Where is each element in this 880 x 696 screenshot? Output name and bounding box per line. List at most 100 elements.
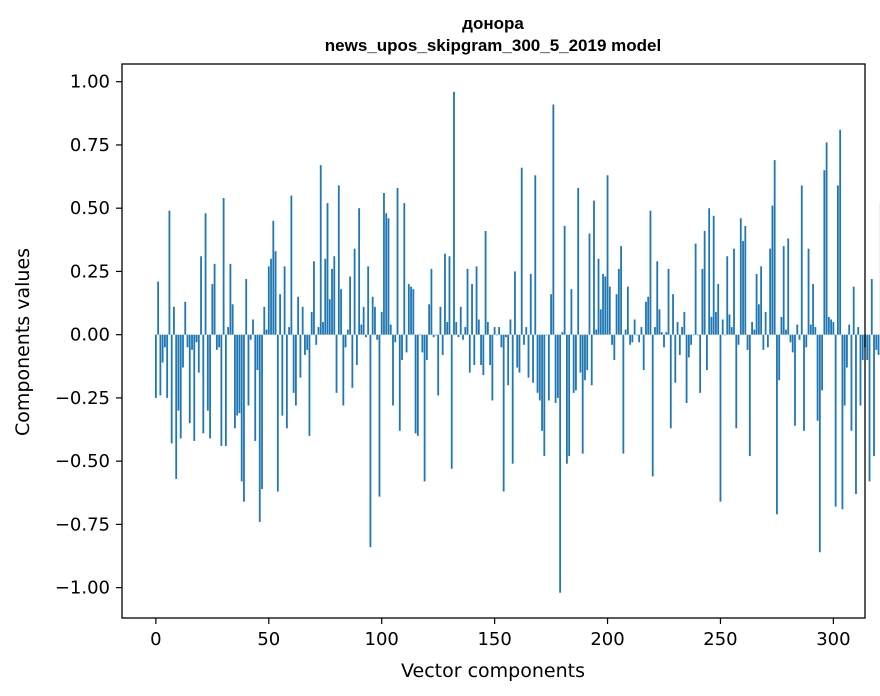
bar (789, 334, 792, 343)
bar (412, 289, 415, 335)
bar (751, 322, 753, 335)
bar (376, 334, 379, 340)
bar (638, 334, 641, 343)
bar (852, 286, 855, 335)
bar (631, 334, 634, 343)
bar (317, 327, 320, 335)
bar (717, 284, 720, 335)
bar (173, 306, 175, 335)
bar (195, 334, 198, 343)
bar (414, 334, 417, 434)
x-tick-label: 200 (590, 629, 624, 650)
bar (489, 334, 492, 366)
bar (581, 334, 584, 454)
bar (629, 334, 632, 345)
bar (428, 304, 431, 335)
bar (755, 273, 758, 335)
bar (482, 334, 485, 376)
bar (274, 251, 277, 335)
bar (825, 142, 828, 335)
bar (746, 334, 749, 350)
bar (757, 304, 760, 335)
bar (401, 334, 403, 360)
bar (855, 334, 857, 495)
bar (552, 104, 555, 335)
bar (660, 332, 663, 335)
bar (358, 208, 361, 335)
bar (568, 334, 571, 457)
y-tick-label: −0.25 (55, 388, 110, 409)
bar (611, 334, 613, 345)
bar (626, 286, 629, 335)
bar (468, 334, 471, 373)
bar (719, 334, 722, 502)
bar (791, 334, 794, 353)
bar (654, 327, 656, 335)
bar (493, 327, 496, 335)
bar-series (154, 91, 880, 593)
bar (590, 334, 593, 386)
bar (577, 187, 580, 335)
bar (523, 334, 525, 345)
bar (737, 334, 740, 345)
bar (805, 334, 808, 348)
bar (859, 334, 862, 406)
bar (703, 230, 706, 335)
bar (475, 266, 478, 335)
bar (236, 334, 239, 416)
bar (866, 334, 869, 360)
bar (380, 311, 383, 335)
bar (816, 334, 819, 421)
bar (744, 225, 747, 335)
bar (843, 334, 846, 406)
bar (364, 334, 367, 338)
bar (575, 334, 577, 391)
bar (776, 334, 778, 515)
bar (665, 332, 668, 335)
bar (254, 334, 257, 441)
bar (435, 334, 437, 336)
bar (500, 334, 503, 348)
bar (841, 334, 844, 510)
bar (514, 271, 516, 335)
bar (333, 256, 336, 335)
bar (753, 329, 756, 335)
bar (281, 334, 284, 416)
bar (764, 311, 767, 335)
bar (572, 334, 575, 393)
bar (692, 334, 695, 336)
y-tick-label: −0.75 (55, 514, 110, 535)
y-tick-label: −0.50 (55, 451, 110, 472)
bar (328, 299, 331, 335)
bar (170, 334, 173, 444)
bar (484, 230, 487, 335)
bar (179, 334, 182, 439)
chart-title: донора (462, 14, 524, 33)
y-tick-label: 0.00 (70, 325, 110, 346)
bar (687, 334, 690, 358)
bar (785, 329, 787, 335)
bar (423, 334, 426, 482)
bar (191, 334, 193, 350)
bar (453, 91, 455, 335)
bar (780, 316, 783, 335)
bar (486, 322, 489, 335)
bar (543, 334, 546, 457)
bar (651, 334, 654, 477)
bar (778, 334, 781, 381)
y-tick-label: −1.00 (55, 578, 110, 599)
bar (807, 248, 810, 335)
bar (245, 279, 248, 335)
bar (599, 309, 602, 335)
bar (439, 306, 442, 335)
x-axis-label: Vector components (401, 660, 585, 682)
bar (378, 334, 381, 497)
y-axis-ticks: −1.00 −0.75 −0.50 −0.25 0.00 0.25 0.50 0.75 1.00 (55, 72, 122, 599)
bar (290, 195, 293, 335)
bar (730, 327, 733, 335)
bar (771, 205, 774, 335)
bar (554, 334, 557, 403)
bar (299, 334, 302, 378)
bar (272, 220, 275, 335)
bar (595, 329, 598, 335)
